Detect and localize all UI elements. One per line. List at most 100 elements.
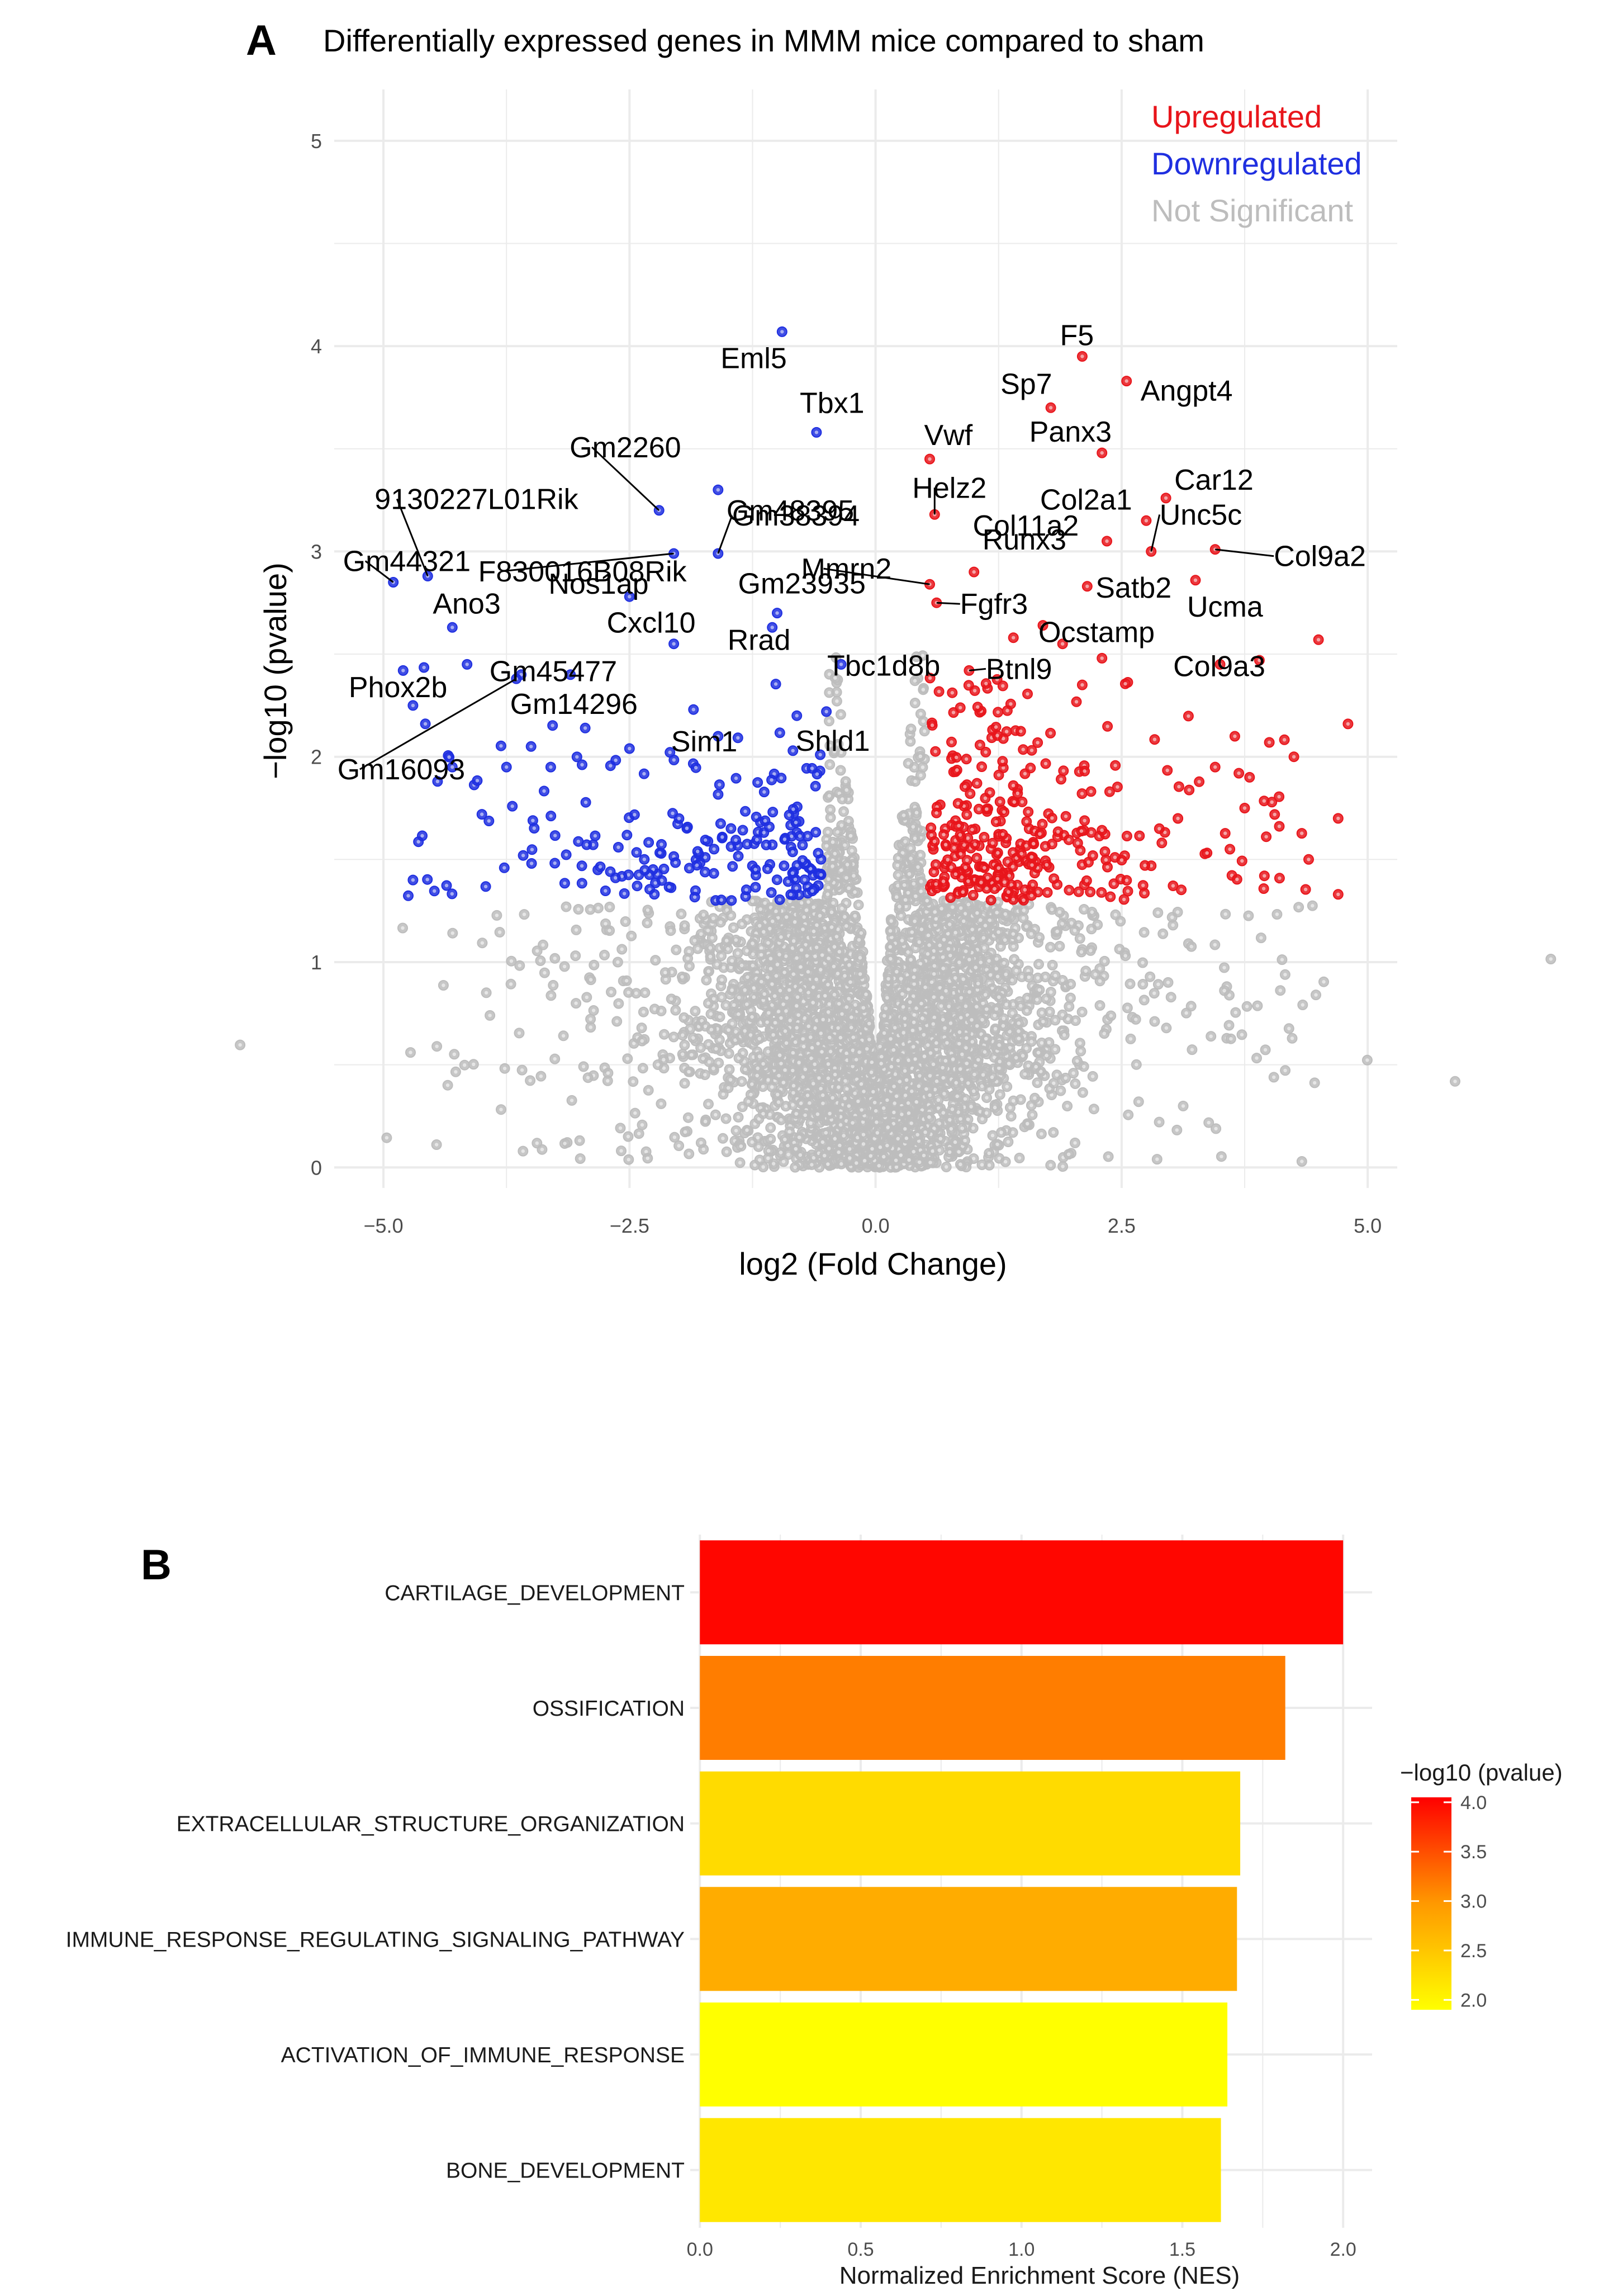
ns-point-highlight — [704, 978, 709, 982]
ns-point-highlight — [1181, 1104, 1185, 1108]
ns-point-highlight — [495, 913, 499, 917]
ns-point-highlight — [914, 655, 919, 659]
ns-point-highlight — [843, 915, 847, 919]
ns-point-highlight — [741, 1105, 744, 1109]
ns-point-highlight — [1175, 1128, 1179, 1132]
ns-point-highlight — [592, 963, 596, 967]
ns-point-highlight — [1549, 957, 1553, 961]
ns-point-highlight — [1010, 1011, 1014, 1015]
ns-point-highlight — [586, 1076, 590, 1080]
ns-point-highlight — [674, 948, 678, 952]
ns-point-highlight — [585, 995, 589, 1000]
ns-point-highlight — [1006, 1140, 1010, 1144]
ns-point-highlight — [770, 1085, 774, 1089]
ns-point-highlight — [623, 920, 628, 924]
ns-point-highlight — [1025, 1009, 1029, 1012]
ns-point-highlight — [589, 1025, 593, 1029]
ns-point-highlight — [980, 1163, 984, 1167]
ns-point-highlight — [1024, 1047, 1028, 1050]
ns-point-highlight — [1020, 975, 1024, 979]
ns-point-highlight — [553, 1057, 557, 1061]
ns-point-highlight — [1161, 932, 1165, 936]
ns-point-highlight — [1322, 980, 1326, 984]
ns-point-highlight — [1071, 1071, 1075, 1075]
ns-point-highlight — [664, 977, 668, 982]
ns-point-highlight — [618, 1126, 623, 1130]
ns-point-highlight — [987, 1087, 991, 1091]
ns-point-highlight — [1057, 910, 1062, 914]
ns-point-highlight — [1287, 1026, 1291, 1031]
ns-point-highlight — [659, 1009, 663, 1013]
ns-point-highlight — [1278, 988, 1282, 992]
ns-point-highlight — [574, 928, 578, 932]
ns-point-highlight — [711, 916, 715, 921]
volcano-grid — [334, 89, 1397, 1188]
ns-point-highlight — [972, 1089, 976, 1093]
ns-point-highlight — [1024, 925, 1028, 929]
ns-point-highlight — [719, 954, 723, 958]
ns-point-highlight — [1030, 1113, 1035, 1117]
ns-point-highlight — [633, 1111, 637, 1115]
ns-point-highlight — [1314, 993, 1318, 997]
ns-point-highlight — [1118, 919, 1123, 924]
ns-point-highlight — [912, 765, 917, 769]
ns-point-highlight — [1026, 969, 1030, 973]
ns-point-highlight — [472, 1062, 476, 1067]
ns-point-highlight — [596, 906, 600, 910]
ns-point-highlight — [1011, 1002, 1016, 1006]
ns-point-highlight — [979, 960, 983, 964]
ns-point-highlight — [662, 1066, 666, 1070]
ns-point-highlight — [739, 1080, 744, 1083]
panel-a-letter: A — [246, 17, 277, 64]
ns-point-highlight — [543, 971, 547, 975]
ns-point-highlight — [385, 1136, 389, 1140]
ns-point-highlight — [553, 957, 557, 960]
ns-point-highlight — [570, 1099, 574, 1102]
ns-point-highlight — [589, 1017, 592, 1021]
ns-point-highlight — [985, 1096, 989, 1100]
ns-point-highlight — [759, 946, 763, 950]
ns-point-highlight — [724, 1116, 728, 1121]
ns-point-highlight — [736, 1115, 741, 1119]
ns-point-highlight — [434, 1143, 439, 1147]
ns-point-highlight — [888, 929, 893, 933]
ns-point-highlight — [1067, 1005, 1071, 1009]
ns-point-highlight — [1213, 943, 1217, 947]
ns-point-highlight — [960, 1126, 964, 1130]
ns-point-highlight — [1142, 930, 1146, 935]
ns-point-highlight — [616, 960, 620, 964]
ns-point-highlight — [497, 930, 502, 934]
ns-point-highlight — [828, 808, 832, 812]
ns-point-highlight — [896, 873, 900, 877]
ns-point-highlight — [634, 991, 638, 995]
ns-point-highlight — [706, 1102, 710, 1106]
ns-point-highlight — [999, 944, 1003, 949]
ns-point-highlight — [1255, 1003, 1260, 1008]
ns-point-highlight — [1012, 1099, 1016, 1103]
ns-point-highlight — [909, 846, 913, 850]
ns-point-highlight — [740, 922, 744, 926]
ns-point-highlight — [923, 729, 927, 733]
ns-point-highlight — [1055, 929, 1059, 934]
ns-point-highlight — [993, 1027, 998, 1031]
ns-point-highlight — [670, 970, 674, 974]
ns-point-highlight — [990, 1133, 995, 1138]
ns-point-highlight — [609, 990, 613, 994]
ns-point-highlight — [627, 991, 630, 995]
ns-point-highlight — [768, 1126, 772, 1130]
ns-point-highlight — [1137, 1100, 1141, 1104]
ns-point-highlight — [687, 949, 691, 954]
ns-point-highlight — [509, 959, 514, 963]
ns-point-highlight — [940, 907, 943, 911]
ns-point-highlight — [701, 1147, 705, 1151]
ns-point-highlight — [1283, 1068, 1287, 1073]
ns-point-highlight — [842, 809, 846, 813]
ns-point-highlight — [401, 926, 405, 930]
ns-point-highlight — [604, 922, 608, 926]
ns-point-highlight — [1081, 1091, 1085, 1095]
ns-point-highlight — [608, 905, 612, 909]
ns-point-highlight — [1272, 1075, 1276, 1080]
ns-point-highlight — [1005, 1085, 1009, 1089]
